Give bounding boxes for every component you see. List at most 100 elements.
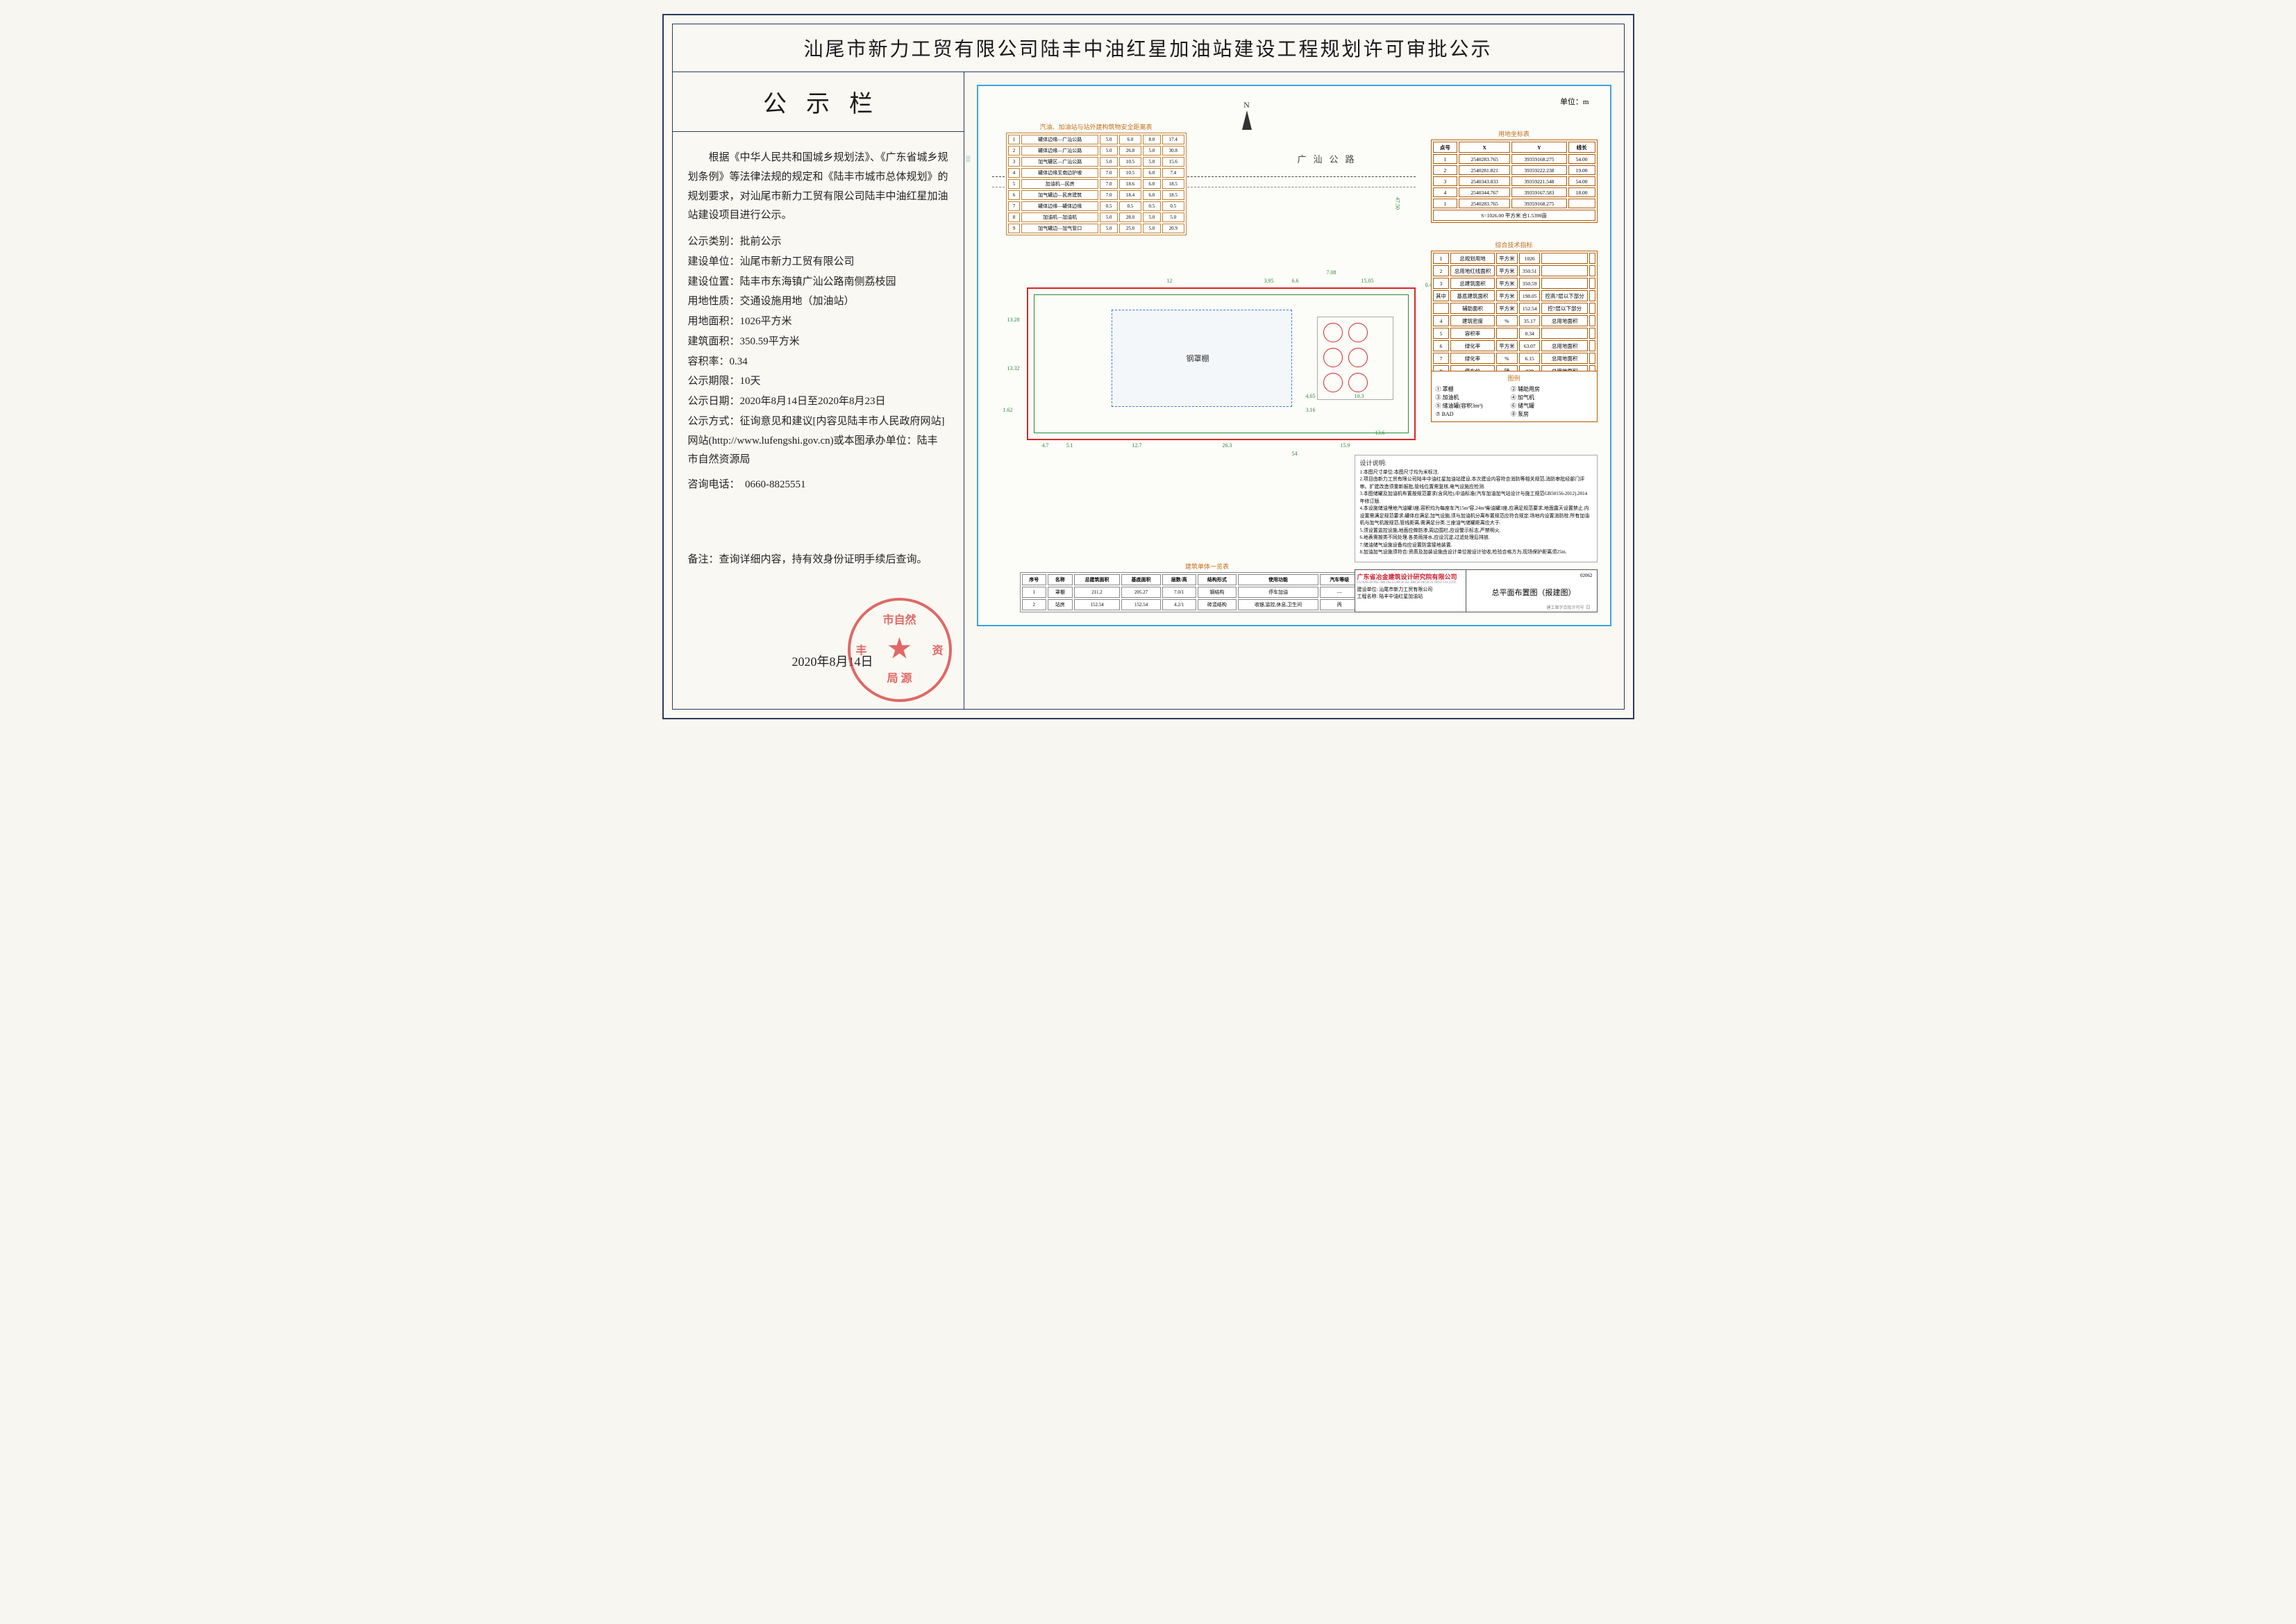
legend-item: ④ 加气机 <box>1511 394 1586 402</box>
notice-body: 根据《中华人民共和国城乡规划法》、《广东省城乡规划条例》等法律法规的规定和《陆丰… <box>673 132 964 709</box>
value: 汕尾市新力工贸有限公司 <box>1379 587 1432 592</box>
dimension: 10.3 <box>1355 393 1364 399</box>
cell: 7.4 <box>1162 168 1184 178</box>
cell: 2540283.765 <box>1459 199 1510 208</box>
cell: 39359168.275 <box>1511 154 1567 164</box>
north-arrow-icon <box>1242 110 1252 130</box>
cell: 2540283.765 <box>1459 154 1510 164</box>
building-list-table: 建筑单体一览表 序号名称总建筑面积基底面积层数/高结构形式使用功能汽车等级消火栓… <box>1020 560 1395 612</box>
cell <box>1589 315 1595 326</box>
company-en: GUANGDONG METALLURGICAL ARCH DESIGN INST… <box>1357 581 1464 585</box>
canopy-label: 钢罩棚 <box>1187 353 1209 364</box>
cell: 加气罐区—广汕公路 <box>1021 157 1098 167</box>
cell: 6.0 <box>1143 190 1161 200</box>
cell <box>1433 303 1450 314</box>
label: 建设单位 <box>1357 587 1377 592</box>
notice-header: 公示栏 <box>673 72 964 132</box>
table-row: 2总用地红线面积平方米350.51 <box>1433 265 1595 276</box>
label: 咨询电话： <box>688 479 735 490</box>
table-row: 4罐体边缘至南边护坡7.010.56.07.4 <box>1008 168 1184 178</box>
cell: 6 <box>1008 190 1021 200</box>
cell: 总建筑面积 <box>1450 278 1494 289</box>
dimension: 5.1 <box>1066 442 1073 449</box>
cell: 5.0 <box>1100 224 1118 233</box>
tank-icon <box>1348 348 1368 367</box>
cell: 总规划用地 <box>1450 253 1494 264</box>
legend-item: ③ 加油机 <box>1436 394 1511 402</box>
cell: 加气罐边—民房建筑 <box>1021 190 1098 200</box>
cell: 5.0 <box>1143 157 1161 167</box>
note-line: 6.地表需按类不同处理.各类雨排水,应设沉淀,过滤处理后排放. <box>1360 534 1592 542</box>
cell: 205.27 <box>1121 587 1160 598</box>
cell: 绿化率 <box>1450 353 1494 364</box>
note-line: 5.须设置监控设施,地面应做防渗,周边围栏,应设警示标志,严禁明火. <box>1360 527 1592 535</box>
cell: 3 <box>1433 278 1450 289</box>
label: 用地面积： <box>688 316 740 327</box>
cell: 5 <box>1008 179 1021 189</box>
dimension: 1.62 <box>1003 407 1013 413</box>
notes-title: 设计说明: <box>1360 459 1592 469</box>
dimension: 7.08 <box>1327 269 1336 276</box>
cell: 站房 <box>1048 599 1073 610</box>
dimension: 6.6 <box>1292 278 1299 284</box>
drawing-info-cell: 总平面布置图（报建图） 02062 建工图字合批许可号【】 <box>1466 570 1597 612</box>
cell: 5.0 <box>1143 146 1161 156</box>
cell: 7 <box>1008 201 1021 211</box>
cell: 加气罐边—加气管口 <box>1021 224 1098 233</box>
cell: 0.5 <box>1143 201 1161 211</box>
table-row: 8加油机—加油机5.028.05.05.0 <box>1008 212 1184 222</box>
cell: 39359167.583 <box>1511 187 1567 197</box>
site-plan-frame: 单位：m N 广汕公路 汽油、加油站与站外建构筑物安全距离表 1罐体边缘—广汕公… <box>977 85 1611 626</box>
table-title: 汽油、加油站与站外建构筑物安全距离表 <box>1006 121 1187 133</box>
notice-column: 公示栏 根据《中华人民共和国城乡规划法》、《广东省城乡规划条例》等法律法规的规定… <box>673 72 964 709</box>
cell: 1 <box>1022 587 1047 598</box>
value: 交通设施用地（加油站） <box>740 296 855 307</box>
table-row: 7罐体边缘—罐体边缘0.50.50.50.5 <box>1008 201 1184 211</box>
legend-item: ⑥ 储气罐 <box>1511 402 1586 410</box>
cell: 5.0 <box>1100 157 1118 167</box>
cell: 平方米 <box>1496 340 1518 351</box>
tank-icon <box>1323 373 1343 392</box>
cell: 平方米 <box>1496 278 1518 289</box>
cell: 控7层以下部分 <box>1541 303 1588 314</box>
cell: 39359222.238 <box>1511 165 1567 175</box>
cell: % <box>1496 315 1518 326</box>
value: 陆丰中油红星加油站 <box>1379 594 1423 599</box>
dimension: 4.65 <box>1306 393 1316 399</box>
cell: 54.00 <box>1568 154 1595 164</box>
cell <box>1589 340 1595 351</box>
table-row: 6加气罐边—民房建筑7.018.46.018.5 <box>1008 190 1184 200</box>
legend-item: ⑤ 储油罐(容积3m³) <box>1436 402 1511 410</box>
cell: 建筑密度 <box>1450 315 1494 326</box>
column-header: X <box>1459 142 1510 153</box>
design-notes: 设计说明: 1.本图尺寸单位:本图尺寸均为米标注.2.项目由新力工贸有限公司陆丰… <box>1355 455 1598 562</box>
column-header: Y <box>1511 142 1567 153</box>
cell: 停车加油 <box>1238 587 1318 598</box>
main-title: 汕尾市新力工贸有限公司陆丰中油红星加油站建设工程规划许可审批公示 <box>687 34 1610 62</box>
field-location: 建设位置：陆丰市东海镇广汕公路南侧荔枝园 <box>688 273 948 292</box>
safety-distance-table: 汽油、加油站与站外建构筑物安全距离表 1罐体边缘—广汕公路5.06.08.017… <box>1006 121 1187 235</box>
cell: 10.5 <box>1119 168 1141 178</box>
cell: 30.8 <box>1162 146 1184 156</box>
table-row: 5容积率0.34 <box>1433 328 1595 339</box>
table-row: 4建筑密度%35.17总用地面积 <box>1433 315 1595 326</box>
unit-label: 单位：m <box>1560 96 1589 107</box>
column-header: 线长 <box>1568 142 1595 153</box>
dimension: 47.50 <box>1395 197 1401 210</box>
content-row: 公示栏 根据《中华人民共和国城乡规划法》、《广东省城乡规划条例》等法律法规的规定… <box>673 72 1624 709</box>
cell: 罐体边缘—广汕公路 <box>1021 146 1098 156</box>
legend-item: ⑦ BAD <box>1436 410 1511 419</box>
cell: 5.0 <box>1162 212 1184 222</box>
cell: 18.6 <box>1119 179 1141 189</box>
cell: 350.59 <box>1519 278 1540 289</box>
north-indicator: N <box>1242 100 1252 130</box>
label: 公示日期： <box>688 396 740 407</box>
tank-icon <box>1348 323 1368 342</box>
cell: 54.00 <box>1568 176 1595 186</box>
cell: 砖混结构 <box>1198 599 1237 610</box>
cell: — <box>1320 587 1359 598</box>
cell <box>1496 328 1518 339</box>
dimension: 26.3 <box>1223 442 1232 449</box>
drawing-no: 02062 <box>1580 573 1593 578</box>
inner-frame: 汕尾市新力工贸有限公司陆丰中油红星加油站建设工程规划许可审批公示 公示栏 根据《… <box>672 24 1625 710</box>
